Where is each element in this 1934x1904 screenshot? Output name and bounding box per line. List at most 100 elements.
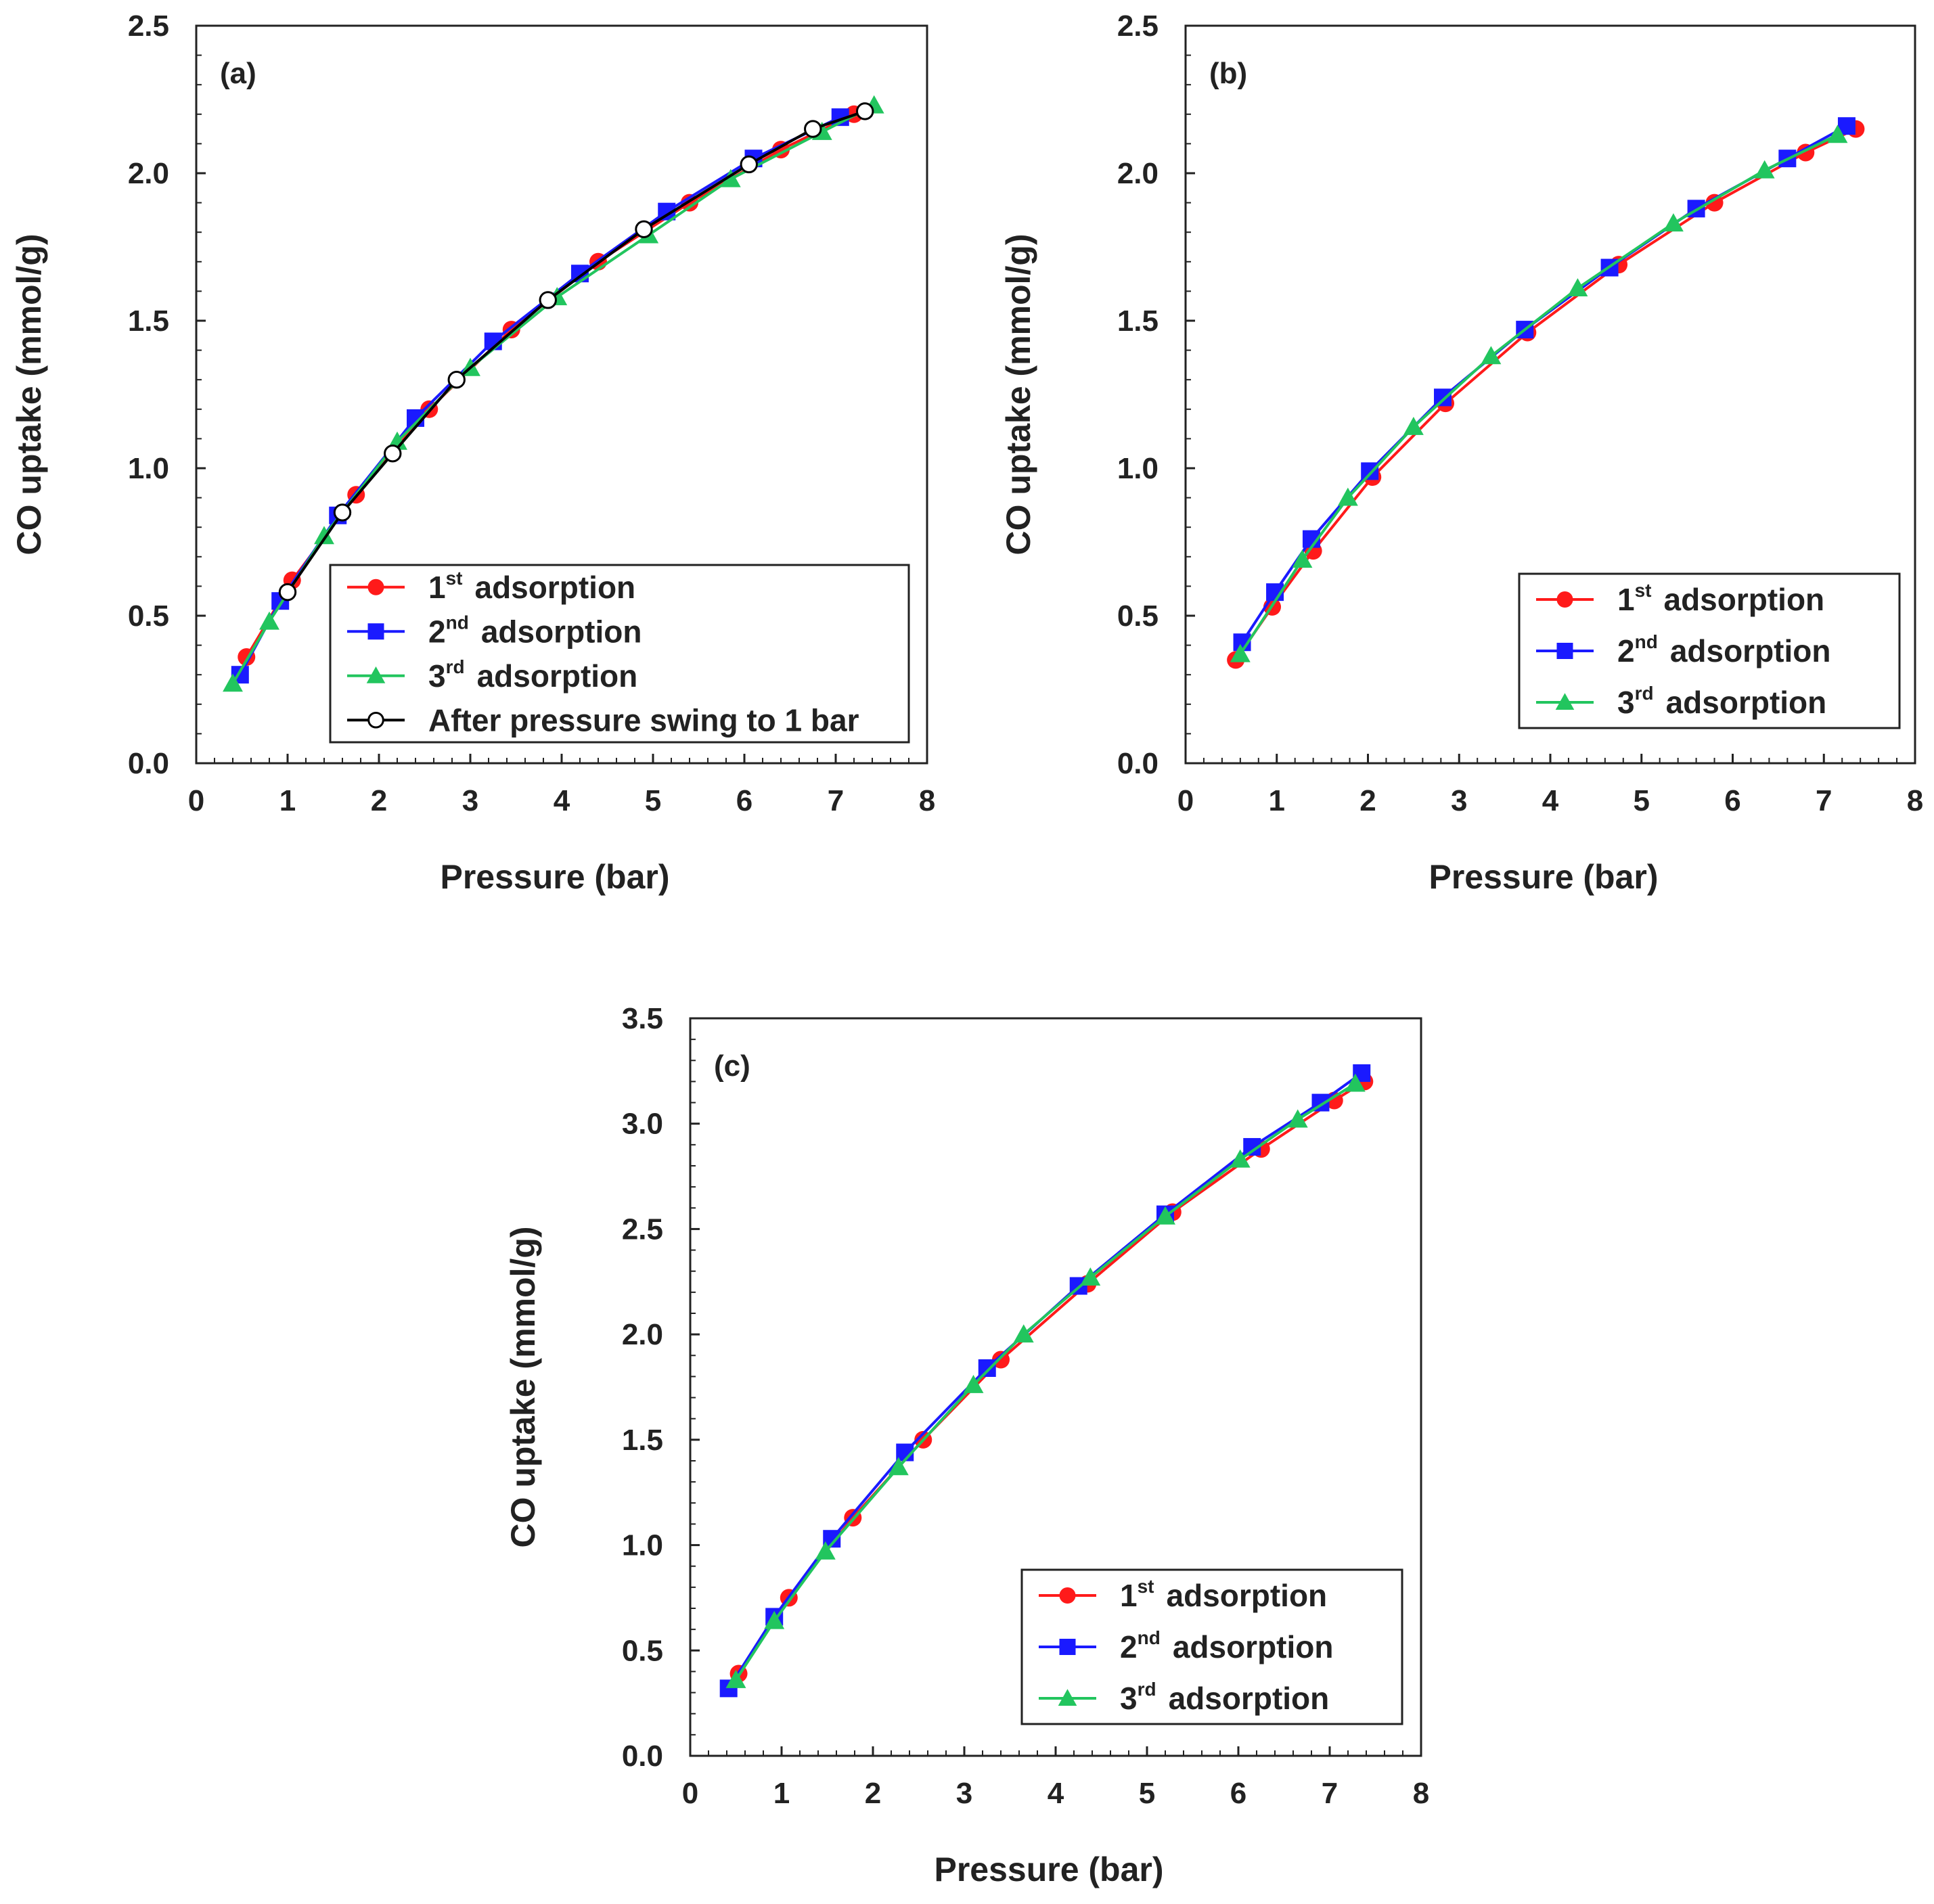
x-tick-label: 8 [1907, 784, 1923, 817]
x-tick-label: 1 [279, 784, 296, 817]
data-point-third [223, 673, 243, 692]
data-point-third [1292, 549, 1313, 568]
x-tick-label: 5 [645, 784, 661, 817]
legend: 1st adsorption 2nd adsorption 3rd adsorption [1518, 572, 1901, 729]
data-point-third [764, 1610, 785, 1629]
chart-panel-1: 0 1 2 3 4 5 6 7 8 0.0 0.5 1.0 1.5 2.0 2.5 Pressure (bar… [999, 9, 1923, 896]
series-third [725, 1073, 1366, 1688]
data-point-after [635, 220, 653, 239]
data-point-after [856, 102, 874, 120]
legend-label-after: After pressure swing to 1 bar [428, 702, 859, 738]
x-tick-label: 5 [1634, 784, 1650, 817]
legend-marker-first [1556, 591, 1573, 608]
x-tick-label: 4 [554, 784, 570, 817]
x-tick-label: 6 [736, 784, 752, 817]
data-point-third [1567, 278, 1588, 296]
data-point-third [720, 168, 741, 187]
data-point-third [314, 526, 334, 545]
y-tick-label: 3.5 [622, 1002, 663, 1035]
data-point-third [1080, 1267, 1101, 1286]
y-axis-title: CO uptake (mmol/g) [999, 233, 1037, 555]
x-tick-label: 6 [1724, 784, 1740, 817]
series-line-second [1240, 124, 1847, 643]
series-third [1230, 124, 1848, 662]
x-tick-label: 2 [865, 1777, 881, 1810]
legend-label-first: 1st adsorption [1617, 580, 1824, 617]
data-point-third [1287, 1109, 1308, 1128]
x-axis-title: Pressure (bar) [1429, 858, 1658, 896]
chart-panel-0: 0 1 2 3 4 5 6 7 8 0.0 0.5 1.0 1.5 2.0 2.5 Pressure (bar… [10, 9, 935, 896]
y-tick-label: 2.5 [622, 1212, 663, 1246]
data-point-third [888, 1457, 909, 1476]
y-tick-label: 1.0 [1117, 452, 1159, 485]
legend-marker-third [366, 666, 386, 683]
y-tick-label: 0.0 [1117, 747, 1159, 780]
x-tick-label: 8 [919, 784, 935, 817]
data-point-after [278, 583, 297, 602]
x-tick-label: 3 [956, 1777, 972, 1810]
y-tick-label: 0.0 [622, 1740, 663, 1773]
legend-marker-after [367, 711, 384, 729]
y-tick-label: 2.5 [1117, 9, 1159, 43]
data-point-third [1345, 1073, 1366, 1092]
data-point-after [539, 291, 557, 309]
data-point-third [963, 1374, 984, 1393]
y-tick-label: 1.0 [622, 1529, 663, 1562]
legend-label-third: 3rd adsorption [1617, 683, 1826, 720]
legend-label-second: 2nd adsorption [1617, 631, 1830, 668]
legend-label-third: 3rd adsorption [428, 656, 637, 694]
legend-label-third: 3rd adsorption [1120, 1679, 1329, 1716]
data-point-third [725, 1669, 746, 1688]
x-axis-title: Pressure (bar) [440, 858, 669, 896]
legend-label-second: 2nd adsorption [1120, 1627, 1333, 1664]
legend-label-first: 1st adsorption [1120, 1576, 1327, 1613]
data-point-second [1433, 388, 1452, 407]
y-tick-label: 2.0 [128, 157, 169, 190]
x-tick-label: 5 [1139, 1777, 1155, 1810]
data-point-after [384, 445, 402, 463]
y-tick-label: 2.5 [128, 9, 169, 43]
x-tick-label: 7 [1816, 784, 1832, 817]
x-tick-label: 0 [1177, 784, 1194, 817]
x-tick-label: 1 [1269, 784, 1285, 817]
legend-box [329, 564, 910, 744]
series-second [1233, 117, 1856, 652]
data-point-third [1230, 643, 1251, 662]
y-tick-label: 2.0 [622, 1318, 663, 1351]
legend-marker-second [1059, 1639, 1076, 1655]
y-tick-label: 2.0 [1117, 157, 1159, 190]
y-tick-label: 0.5 [128, 599, 169, 633]
legend-marker-third [1555, 693, 1575, 710]
data-point-third [1827, 124, 1848, 143]
x-tick-label: 3 [1451, 784, 1467, 817]
data-point-third [1230, 1149, 1251, 1168]
x-tick-label: 0 [188, 784, 204, 817]
panel-label: (a) [220, 57, 256, 90]
legend-marker-second [367, 623, 384, 640]
data-point-third [259, 611, 279, 630]
data-point-after [804, 120, 822, 138]
x-tick-label: 8 [1413, 1777, 1429, 1810]
data-point-first [992, 1351, 1010, 1369]
legend-label-first: 1st adsorption [428, 568, 635, 605]
data-point-third [1663, 213, 1684, 232]
data-point-third [1155, 1206, 1175, 1225]
x-tick-label: 2 [1359, 784, 1376, 817]
legend-marker-third [1058, 1689, 1077, 1706]
data-point-after [447, 371, 466, 389]
legend: 1st adsorption 2nd adsorption 3rd adsorption A… [329, 564, 910, 744]
data-point-third [1754, 160, 1775, 179]
x-tick-label: 4 [1048, 1777, 1064, 1810]
y-tick-label: 0.0 [128, 747, 169, 780]
legend-marker-second [1556, 643, 1573, 659]
y-tick-label: 0.5 [622, 1634, 663, 1667]
x-tick-label: 6 [1230, 1777, 1246, 1810]
y-tick-label: 1.5 [128, 304, 169, 338]
data-point-third [1403, 417, 1424, 435]
x-tick-label: 4 [1542, 784, 1559, 817]
y-tick-label: 1.5 [1117, 304, 1159, 338]
panel-label: (b) [1209, 57, 1247, 90]
y-tick-label: 1.0 [128, 452, 169, 485]
x-tick-label: 3 [462, 784, 478, 817]
data-point-second [1361, 462, 1379, 480]
